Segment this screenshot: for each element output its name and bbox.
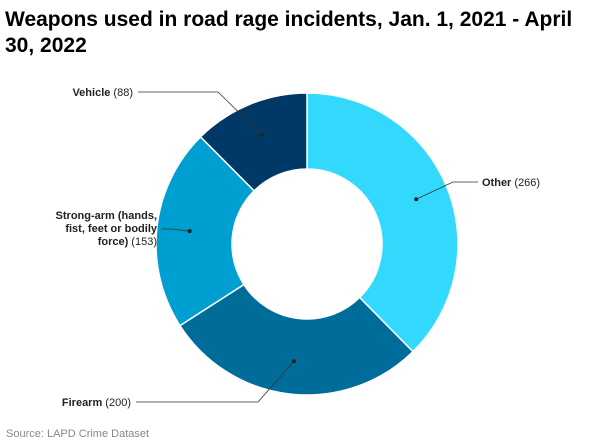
leader-line-strong-arm-hands-fist-feet-or-bodily-force: [161, 228, 190, 232]
slice-label-vehicle: Vehicle (88): [72, 87, 133, 99]
leader-dot-firearm: [291, 359, 296, 364]
leader-dot-other: [414, 197, 419, 202]
donut-slices: [155, 92, 459, 396]
slice-label-strong-arm-hands-fist-feet-or-bodily-force: Strong-arm (hands, fist, feet or bodily fo…: [56, 210, 158, 248]
slice-firearm: [178, 283, 415, 396]
leader-line-other: [416, 181, 478, 200]
slice-label-other: Other (266): [482, 177, 540, 189]
leader-dot-vehicle: [260, 132, 265, 137]
slice-label-firearm: Firearm (200): [62, 397, 131, 409]
slice-vehicle: [199, 92, 308, 192]
leader-dot-strong-arm-hands-fist-feet-or-bodily-force: [187, 229, 192, 234]
leader-line-firearm: [136, 361, 295, 403]
chart-title: Weapons used in road rage incidents, Jan…: [5, 8, 573, 57]
slice-strong-arm-hands-fist-feet-or-bodily-force: [155, 135, 256, 327]
slice-labels: Other (266) Firearm (200) Strong-arm (hand…: [56, 87, 541, 409]
label-leader-lines: [136, 91, 478, 403]
source-note: Source: LAPD Crime Dataset: [6, 428, 150, 440]
leader-line-vehicle: [138, 91, 263, 136]
slice-other: [306, 92, 459, 353]
